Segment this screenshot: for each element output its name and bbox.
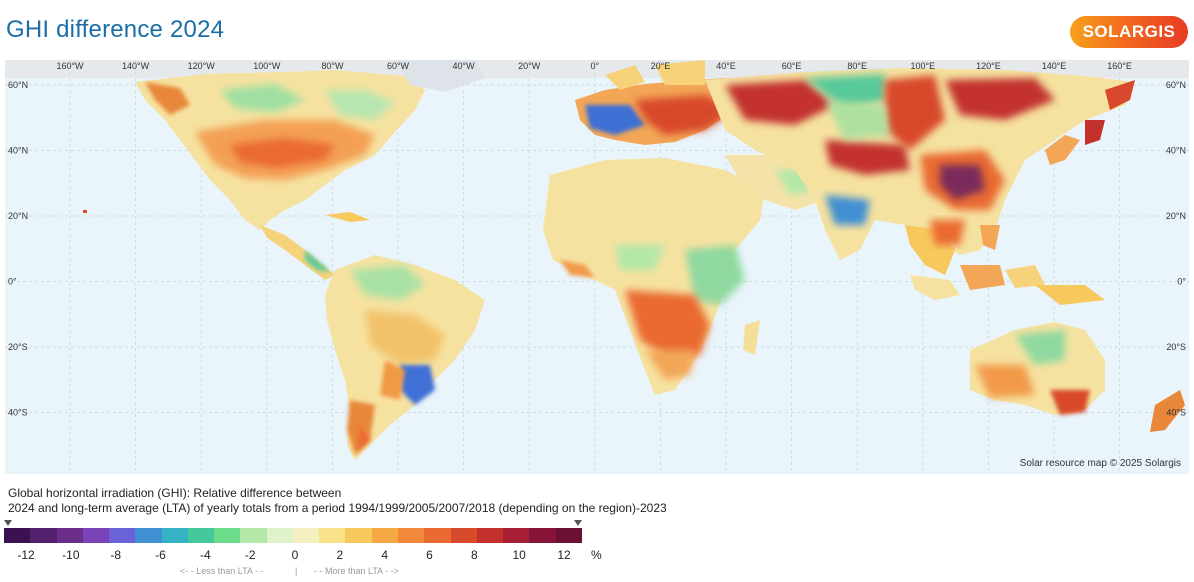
legend-swatch — [82, 528, 110, 543]
legend-swatch — [345, 528, 372, 543]
legend-tick-label: 0 — [291, 548, 299, 562]
legend-swatch — [319, 528, 346, 543]
legend-swatch — [371, 528, 398, 543]
longitude-label: 100°W — [253, 61, 281, 71]
legend-swatch — [4, 528, 31, 543]
legend-tick-label: 8 — [470, 548, 478, 562]
legend-color-bar — [4, 528, 582, 543]
legend-tick-label: -12 — [17, 548, 35, 562]
legend-tick-label: -4 — [199, 548, 211, 562]
legend-swatch — [397, 528, 425, 543]
longitude-label: 120°W — [188, 61, 216, 71]
latitude-labels-right: 60°N 40°N 20°N 0° 20°S 40°S — [1166, 80, 1187, 418]
legend-swatch — [529, 528, 556, 543]
legend-swatch — [266, 528, 293, 543]
legend-swatch — [109, 528, 136, 543]
legend-swatch — [292, 528, 320, 543]
longitude-label: 20°E — [651, 61, 671, 71]
legend-left-arrow — [4, 520, 12, 526]
legend-tick-label: -10 — [62, 548, 80, 562]
legend-swatch — [240, 528, 267, 543]
legend-right-arrow — [574, 520, 582, 526]
longitude-label: 80°E — [847, 61, 867, 71]
legend-swatch — [555, 528, 582, 543]
longitude-label: 140°W — [122, 61, 150, 71]
description-line-2: 2024 and long-term average (LTA) of year… — [8, 501, 667, 515]
latitude-label: 40°S — [1166, 408, 1186, 418]
legend-tick-label: -2 — [244, 548, 256, 562]
legend-separator: | — [295, 566, 298, 576]
map-credit: Solar resource map © 2025 Solargis — [1020, 458, 1181, 469]
latitude-label: 40°N — [1166, 146, 1186, 156]
south-america — [325, 255, 485, 460]
latitude-label: 0° — [8, 277, 17, 287]
latitude-label: 40°N — [8, 146, 28, 156]
north-america — [135, 60, 485, 280]
longitude-label: 160°E — [1107, 61, 1132, 71]
legend-tick-label: -6 — [155, 548, 166, 562]
legend-swatch — [503, 528, 530, 543]
latitude-label: 20°N — [1166, 211, 1186, 221]
australia — [970, 322, 1185, 432]
longitude-label: 140°E — [1042, 61, 1067, 71]
longitude-label: 80°W — [321, 61, 344, 71]
longitude-label: 40°E — [716, 61, 736, 71]
longitude-label: 20°W — [518, 61, 541, 71]
africa — [543, 158, 765, 395]
legend-swatch — [187, 528, 215, 543]
longitude-label: 100°E — [910, 61, 935, 71]
legend-tick-label: 2 — [336, 548, 344, 562]
longitude-label: 160°W — [56, 61, 84, 71]
legend-swatch — [135, 528, 162, 543]
legend-tick-label: 4 — [381, 548, 388, 562]
legend-swatch — [476, 528, 504, 543]
longitude-label: 120°E — [976, 61, 1001, 71]
latitude-labels-left: 60°N 40°N 20°N 0° 20°S 40°S — [8, 80, 28, 418]
less-than-lta-label: <- - Less than LTA - - — [180, 566, 264, 576]
solargis-logo: SOLARGIS — [1070, 16, 1188, 48]
legend-swatch — [56, 528, 83, 543]
latitude-label: 20°S — [1166, 342, 1186, 352]
legend-tick-label: 10 — [512, 548, 526, 562]
latitude-label: 0° — [1177, 277, 1186, 287]
longitude-label: 60°W — [387, 61, 410, 71]
longitude-label: 0° — [590, 61, 599, 71]
latitude-label: 40°S — [8, 408, 28, 418]
hawaii — [83, 210, 87, 213]
latitude-label: 20°N — [8, 211, 28, 221]
legend-swatch — [450, 528, 477, 543]
legend-unit: % — [591, 548, 602, 562]
ghi-map: 160°W 140°W 120°W 100°W 80°W 60°W 40°W 20°W 0° 20… — [5, 60, 1189, 474]
latitude-label: 20°S — [8, 342, 28, 352]
europe — [575, 60, 745, 145]
indonesia — [910, 225, 1105, 305]
latitude-label: 60°N — [8, 80, 28, 90]
map-title: GHI difference 2024 — [6, 16, 225, 43]
asia — [705, 68, 1135, 275]
legend-swatch — [214, 528, 241, 543]
legend-tick-label: -8 — [110, 548, 121, 562]
legend-ticks: -12 -10 -8 -6 -4 -2 0 2 4 6 8 10 12 — [4, 548, 604, 564]
legend-swatch — [424, 528, 451, 543]
legend: -12 -10 -8 -6 -4 -2 0 2 4 6 8 10 12 % <- - Less than… — [4, 520, 604, 582]
legend-swatch — [161, 528, 188, 543]
legend-tick-label: 6 — [426, 548, 433, 562]
logo-text: SOLARGIS — [1082, 22, 1176, 41]
latitude-label: 60°N — [1166, 80, 1186, 90]
legend-swatch — [30, 528, 57, 543]
longitude-label: 40°W — [453, 61, 476, 71]
description-line-1: Global horizontal irradiation (GHI): Rel… — [8, 486, 342, 500]
longitude-label: 60°E — [782, 61, 802, 71]
more-than-lta-label: - - More than LTA - -> — [314, 566, 399, 576]
map-description: Global horizontal irradiation (GHI): Rel… — [8, 486, 667, 516]
legend-tick-label: 12 — [557, 548, 571, 562]
longitude-labels: 160°W 140°W 120°W 100°W 80°W 60°W 40°W 20°W 0° 20… — [56, 61, 1131, 71]
